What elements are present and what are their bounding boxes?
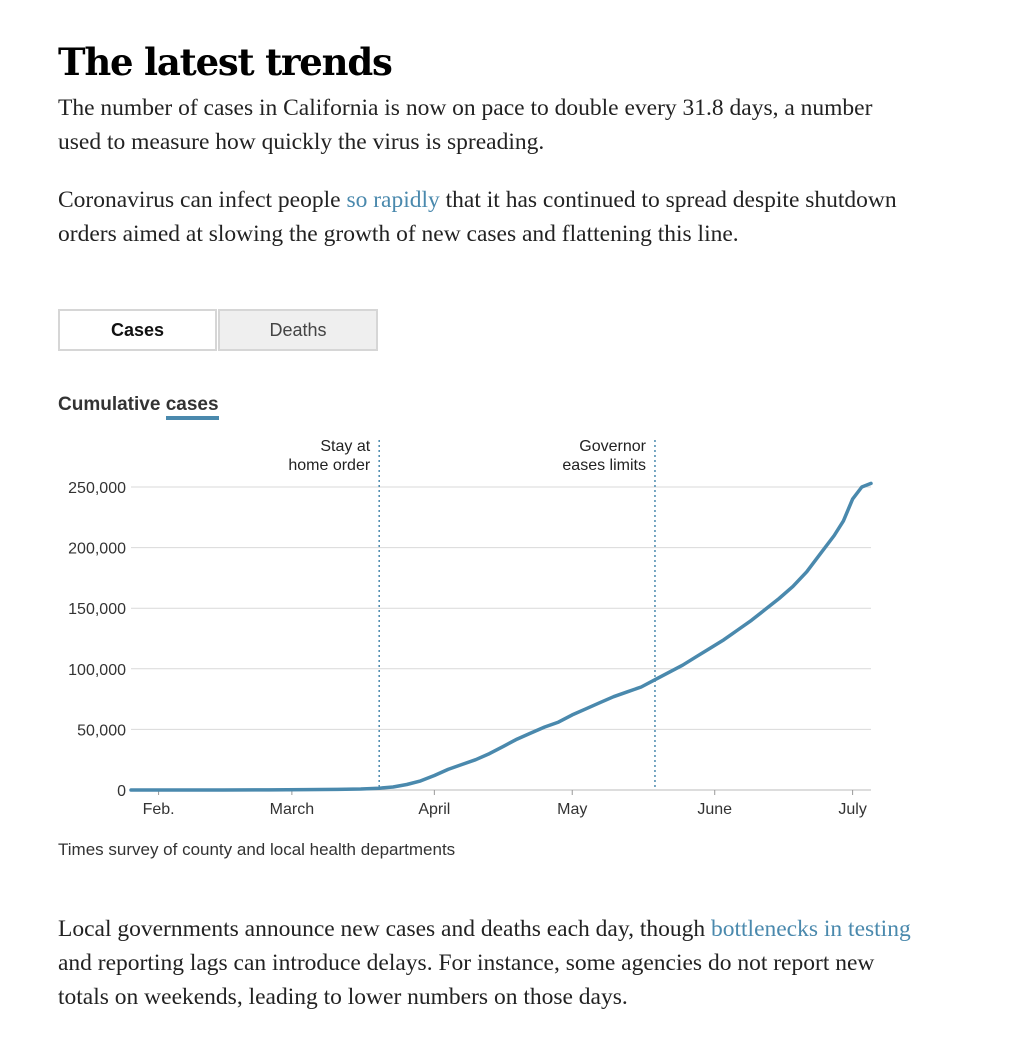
y-tick-label: 150,000	[68, 601, 126, 618]
annotation-label: Stay at	[320, 438, 370, 455]
y-tick-label: 0	[117, 783, 126, 800]
y-tick-label: 250,000	[68, 480, 126, 497]
para3-text-start: Local governments announce new cases and…	[58, 916, 711, 942]
tab-cases[interactable]: Cases	[58, 309, 217, 351]
chart-annotations: Stay at home order Governor eases limits	[288, 438, 656, 790]
reporting-lags-paragraph: Local governments announce new cases and…	[58, 912, 918, 1014]
para2-text-start: Coronavirus can infect people	[58, 187, 347, 213]
x-tick-label: June	[697, 801, 732, 818]
chart-title-series: cases	[165, 394, 219, 420]
y-axis-ticks: 0 50,000 100,000 150,000 200,000 250,000	[68, 480, 126, 800]
section-heading: The latest trends	[58, 40, 393, 84]
para3-text-end: and reporting lags can introduce delays.…	[58, 950, 875, 1010]
intro-paragraph: The number of cases in California is now…	[58, 95, 873, 155]
x-tick-label: May	[557, 801, 587, 818]
x-tick-label: Feb.	[143, 801, 175, 818]
y-tick-label: 50,000	[77, 722, 126, 739]
metric-tabs: Cases Deaths	[58, 309, 378, 351]
rapid-spread-paragraph: Coronavirus can infect people so rapidly…	[58, 183, 918, 251]
chart-title: Cumulative cases	[58, 394, 219, 420]
y-tick-label: 100,000	[68, 662, 126, 679]
chart-source: Times survey of county and local health …	[58, 840, 456, 859]
x-axis-ticks: Feb. March April May June July	[143, 790, 867, 818]
annotation-label: eases limits	[562, 457, 646, 474]
chart-gridlines	[131, 486, 871, 791]
so-rapidly-link[interactable]: so rapidly	[346, 187, 440, 213]
x-tick-label: April	[418, 801, 450, 818]
cases-chart: 0 50,000 100,000 150,000 200,000 250,000 Feb.…	[68, 438, 873, 818]
x-tick-label: July	[838, 801, 866, 818]
cases-series-line	[129, 481, 873, 792]
chart-title-prefix: Cumulative	[58, 394, 166, 415]
y-tick-label: 200,000	[68, 541, 126, 558]
annotation-label: Governor	[579, 438, 646, 455]
x-tick-label: March	[270, 801, 314, 818]
bottlenecks-in-testing-link[interactable]: bottlenecks in testing	[710, 916, 911, 942]
annotation-label: home order	[288, 457, 370, 474]
para2-text-end: that it has continued to spread despite …	[58, 187, 897, 247]
tab-deaths[interactable]: Deaths	[218, 309, 378, 351]
